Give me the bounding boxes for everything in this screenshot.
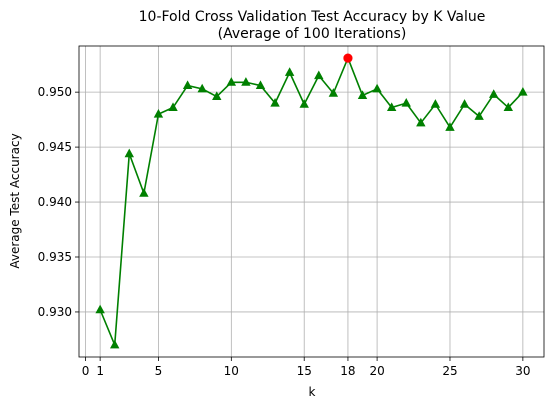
y-axis-label: Average Test Accuracy [8, 133, 22, 268]
x-tick-label: 10 [224, 364, 239, 378]
y-tick-label: 0.935 [38, 250, 72, 264]
data-point-marker [139, 188, 149, 197]
data-point-marker [416, 117, 426, 127]
data-point-marker [168, 102, 178, 112]
data-point-marker [445, 122, 455, 131]
chart-title-line2: (Average of 100 Iterations) [218, 26, 407, 42]
data-point-marker [182, 80, 193, 90]
data-point-marker [212, 91, 222, 101]
data-point-marker [314, 70, 324, 80]
chart-title-line1: 10-Fold Cross Validation Test Accuracy b… [139, 9, 486, 25]
data-point-marker [124, 148, 134, 158]
x-tick-label: 18 [340, 364, 355, 378]
data-point-marker [518, 87, 528, 96]
data-point-marker [328, 88, 339, 97]
data-point-marker [110, 339, 120, 349]
y-tick-label: 0.950 [38, 85, 72, 99]
data-point-marker [197, 83, 207, 93]
data-point-marker [153, 109, 164, 118]
x-tick-label: 1 [96, 364, 104, 378]
x-tick-label: 20 [369, 364, 384, 378]
data-point-marker [430, 99, 441, 108]
data-point-marker [503, 102, 513, 112]
x-tick-label: 15 [297, 364, 312, 378]
best-k-marker [343, 53, 353, 63]
plot-frame [78, 45, 545, 358]
data-point-marker [459, 99, 470, 108]
series-line [99, 57, 524, 346]
y-tick-label: 0.930 [38, 305, 72, 319]
x-tick-label: 30 [515, 364, 530, 378]
data-point-marker [489, 89, 499, 98]
data-point-marker [226, 77, 237, 86]
data-point-marker [474, 111, 484, 120]
x-tick-label: 25 [442, 364, 457, 378]
data-point-marker [357, 90, 368, 99]
y-tick-label: 0.945 [38, 140, 72, 154]
y-tick-label: 0.940 [38, 195, 72, 209]
x-tick-label: 5 [155, 364, 163, 378]
data-point-marker [255, 80, 266, 90]
x-axis-label: k [309, 385, 316, 399]
data-point-marker [299, 99, 309, 108]
data-point-marker [386, 102, 397, 112]
data-point-marker [270, 98, 280, 107]
data-point-marker [95, 304, 105, 314]
data-point-marker [284, 67, 295, 76]
x-tick-label: 0 [82, 364, 90, 378]
data-point-marker [401, 98, 411, 107]
grid [79, 46, 544, 357]
data-point-marker [372, 83, 382, 93]
series-accuracy [95, 53, 528, 349]
data-point-marker [241, 77, 251, 86]
